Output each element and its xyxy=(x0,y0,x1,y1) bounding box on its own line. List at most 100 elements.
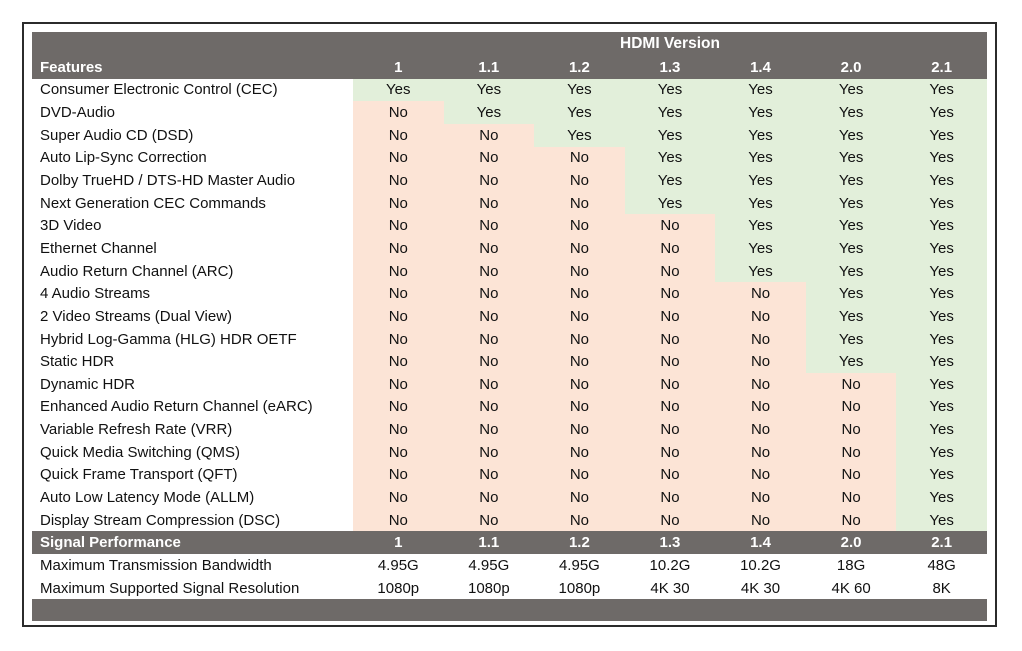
table-cell: Yes xyxy=(715,259,806,283)
row-label: Display Stream Compression (DSC) xyxy=(40,511,281,529)
row-label: Audio Return Channel (ARC) xyxy=(40,262,234,280)
table-cell: No xyxy=(715,463,806,487)
table-cell: No xyxy=(443,350,535,373)
table-cell: Yes xyxy=(805,146,897,170)
row-label: Maximum Transmission Bandwidth xyxy=(40,556,272,574)
signal-header-version-5: 2.0 xyxy=(840,534,862,552)
table-cell: No xyxy=(534,508,625,532)
table-cell: No xyxy=(443,259,535,283)
table-cell: Yes xyxy=(624,123,716,147)
table-cell: 10.2G xyxy=(740,556,781,574)
table-row: Quick Media Switching (QMS) No No No No No No Y… xyxy=(32,440,987,464)
table-cell: 4K 30 xyxy=(740,579,781,597)
table-cell: Yes xyxy=(715,237,806,260)
features-header-version-3: 1.3 xyxy=(659,58,681,76)
table-cell: No xyxy=(534,191,625,215)
table-cell: No xyxy=(534,146,625,170)
table-cell: No xyxy=(534,350,625,373)
table-cell: No xyxy=(353,169,444,192)
table-cell: Yes xyxy=(443,101,535,124)
table-cell: Yes xyxy=(896,372,987,396)
table-cell: Yes xyxy=(896,463,987,487)
table-cell: 4.95G xyxy=(377,556,419,574)
table-cell: Yes xyxy=(624,191,716,215)
table-row: DVD-Audio No Yes Yes Yes Yes Yes Yes xyxy=(32,101,987,124)
table-cell: Yes xyxy=(896,305,987,328)
table-cell: No xyxy=(534,327,625,351)
row-label: Variable Refresh Rate (VRR) xyxy=(40,421,233,439)
table-cell: No xyxy=(353,305,444,328)
row-label: Maximum Supported Signal Resolution xyxy=(40,579,300,597)
table-cell: No xyxy=(715,395,806,419)
row-label: Static HDR xyxy=(40,353,115,371)
table-cell: 18G xyxy=(836,556,866,574)
table-cell: Yes xyxy=(624,169,716,192)
table-cell: No xyxy=(624,508,716,532)
table-cell: No xyxy=(353,146,444,170)
row-label: DVD-Audio xyxy=(40,104,116,122)
table-cell: Yes xyxy=(805,214,897,238)
table-cell: No xyxy=(534,282,625,306)
table-cell: 10.2G xyxy=(649,556,691,574)
table-row: Quick Frame Transport (QFT) No No No No No No Y… xyxy=(32,463,987,487)
table-row: Display Stream Compression (DSC) No No No No… xyxy=(32,508,987,532)
signal-performance-label: Signal Performance xyxy=(40,534,181,552)
table-cell: No xyxy=(624,282,716,306)
table-cell: Yes xyxy=(805,123,897,147)
table-cell: No xyxy=(715,305,806,328)
table-cell: Yes xyxy=(896,146,987,170)
table-cell: No xyxy=(443,440,535,464)
features-header-row: Features 1 1.1 1.2 1.3 1.4 2.0 2.1 xyxy=(32,56,987,79)
table-row: Next Generation CEC Commands No No No Yes Yes… xyxy=(32,191,987,215)
table-cell: Yes xyxy=(353,78,444,102)
table-row: 3D Video No No No No Yes Yes Yes xyxy=(32,214,987,238)
features-header-version-1: 1.1 xyxy=(478,58,500,76)
table-cell: No xyxy=(534,372,625,396)
table-row: Maximum Supported Signal Resolution 1080p… xyxy=(32,577,987,600)
table-cell: No xyxy=(805,395,897,419)
signal-header-version-4: 1.4 xyxy=(750,534,771,552)
features-label: Features xyxy=(40,58,103,76)
row-label: Consumer Electronic Control (CEC) xyxy=(40,81,278,99)
table-cell: No xyxy=(624,305,716,328)
table-cell: Yes xyxy=(715,123,806,147)
table-cell: No xyxy=(624,463,716,487)
table-cell: No xyxy=(443,508,535,532)
row-label: Quick Frame Transport (QFT) xyxy=(40,466,238,484)
table-cell: No xyxy=(715,372,806,396)
table-cell: 1080p xyxy=(558,579,601,597)
row-label: 3D Video xyxy=(40,217,102,235)
row-label: 4 Audio Streams xyxy=(40,285,151,303)
table-cell: 8K xyxy=(932,579,951,597)
table-cell: Yes xyxy=(896,327,987,351)
table-cell: No xyxy=(443,169,535,192)
table-cell: No xyxy=(624,486,716,509)
table-cell: Yes xyxy=(896,259,987,283)
table-row: Super Audio CD (DSD) No No Yes Yes Yes Yes Yes xyxy=(32,123,987,147)
table-cell: No xyxy=(805,418,897,441)
table-cell: 4K 30 xyxy=(650,579,690,597)
table-row: Variable Refresh Rate (VRR) No No No No No No Y… xyxy=(32,418,987,441)
table-cell: No xyxy=(443,395,535,419)
table-cell: No xyxy=(715,418,806,441)
table-row: Hybrid Log-Gamma (HLG) HDR OETF No No No No N… xyxy=(32,327,987,351)
table-cell: No xyxy=(443,191,535,215)
table-cell: Yes xyxy=(896,486,987,509)
table-cell: No xyxy=(443,123,535,147)
row-label: Auto Lip-Sync Correction xyxy=(40,149,207,167)
table-row: 4 Audio Streams No No No No No Yes Yes xyxy=(32,282,987,306)
table-cell: No xyxy=(534,305,625,328)
row-label: Enhanced Audio Return Channel (eARC) xyxy=(40,398,313,416)
hdmi-comparison-table: HDMI Version Features 1 1.1 1.2 1.3 1.4 2.0 2.… xyxy=(32,32,987,622)
table-cell: No xyxy=(715,282,806,306)
table-cell: No xyxy=(443,418,535,441)
table-row: Enhanced Audio Return Channel (eARC) No No… xyxy=(32,395,987,419)
table-cell: No xyxy=(715,508,806,532)
table-cell: No xyxy=(534,463,625,487)
table-cell: Yes xyxy=(896,191,987,215)
table-cell: Yes xyxy=(896,123,987,147)
table-cell: No xyxy=(715,327,806,351)
table-cell: Yes xyxy=(715,101,806,124)
table-cell: No xyxy=(353,486,444,509)
signal-header-version-6: 2.1 xyxy=(931,534,953,552)
